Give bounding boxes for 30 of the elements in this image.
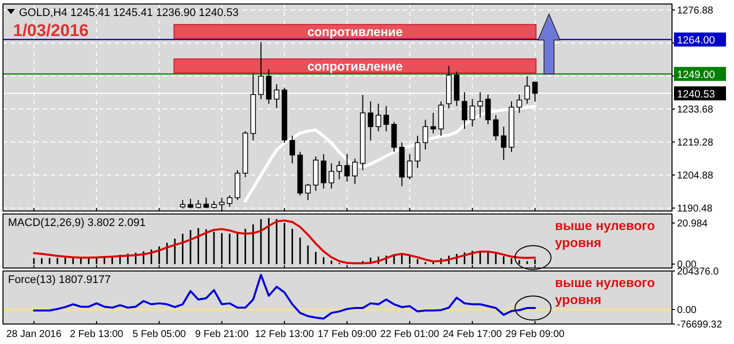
- annotation: выше нулевого уровня: [555, 275, 656, 307]
- y-tick-label: 0.00: [677, 305, 697, 316]
- y-tick-label: 1276.88: [677, 6, 714, 17]
- x-tick-label: 17 Feb 09:00: [318, 329, 377, 340]
- y-tick-label: 1219.28: [677, 138, 714, 149]
- x-tick-label: 2 Feb 13:00: [70, 329, 124, 340]
- x-tick-label: 28 Jan 2016: [6, 329, 62, 340]
- annotation: выше нулевого уровня: [555, 218, 656, 250]
- x-tick-label: 5 Feb 05:00: [132, 329, 186, 340]
- annotation: 1/03/2016: [13, 21, 89, 40]
- y-tick-label: 20.984: [677, 218, 708, 230]
- y-tick-label: -76699.32: [677, 320, 722, 330]
- y-tick-label: 1190.48: [677, 204, 713, 215]
- ref-line-label: 1240.53: [677, 88, 716, 100]
- x-tick-label: 24 Feb 17:00: [442, 329, 502, 340]
- y-tick-label: 1204.88: [677, 170, 714, 182]
- annotation: сопротивление: [307, 59, 403, 74]
- x-tick-label: 9 Feb 21:00: [195, 329, 249, 340]
- annotation: сопротивление: [307, 25, 403, 40]
- x-tick-label: 12 Feb 13:00: [254, 329, 314, 340]
- callout-box: сопротивление: [174, 24, 536, 40]
- chart-title: Force(13) 1807.9177: [8, 274, 111, 286]
- y-tick-label: 1233.68: [677, 104, 714, 116]
- x-tick-label: 29 Feb 09:00: [506, 329, 565, 340]
- ref-line-label: 1249.00: [677, 68, 716, 81]
- callout-box: сопротивление: [174, 58, 536, 74]
- chart-title: MACD(12,26,9) 3.802 2.091: [8, 217, 146, 229]
- x-tick-label: 22 Feb 01:00: [380, 329, 440, 340]
- ref-line-label: 1264.00: [677, 34, 716, 47]
- chart-title: GOLD,H4 1245.41 1245.41 1236.90 1240.53: [19, 7, 239, 19]
